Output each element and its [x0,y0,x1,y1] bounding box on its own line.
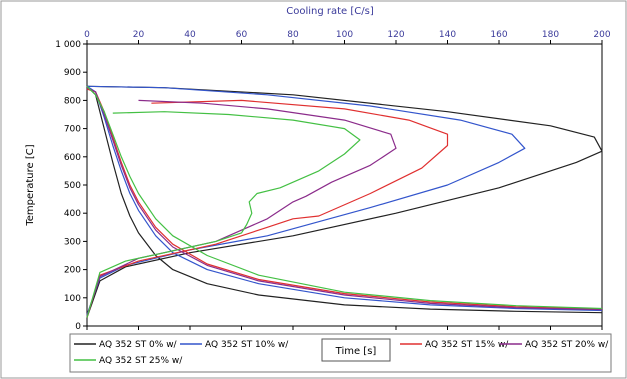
y-tick-label: 600 [64,153,81,163]
top-axis-ticks: 0 20 40 60 80 100 120 140 160 180 200 [84,30,611,44]
legend-label: AQ 352 ST 25% w/ [99,356,183,366]
y-tick-label: 400 [64,209,81,219]
y-tick-label: 0 [75,322,81,332]
y-tick-label: 200 [64,266,81,276]
legend: AQ 352 ST 0% w/AQ 352 ST 10% w/AQ 352 ST… [74,340,609,366]
series-line-rate-aq-352-st-15-w [86,99,449,318]
top-axis-title: Cooling rate [C/s] [286,6,374,17]
series-line-time-aq-352-st-25-w [86,85,603,310]
top-tick-label: 0 [84,30,90,40]
y-tick-label: 100 [64,294,81,304]
top-tick-label: 120 [387,30,404,40]
y-axis-ticks: 0 100 200 300 400 500 600 700 800 900 1 000 [55,40,87,332]
top-tick-label: 200 [593,30,610,40]
top-tick-label: 100 [336,30,353,40]
legend-label: AQ 352 ST 0% w/ [99,340,178,350]
series-line-rate-aq-352-st-0-w [86,85,603,318]
y-axis-title: Temperature [C] [25,144,36,226]
y-tick-label: 500 [64,181,81,191]
series-line-time-aq-352-st-20-w [86,87,603,311]
series-line-rate-aq-352-st-10-w [86,85,526,315]
series-line-time-aq-352-st-10-w [86,85,603,312]
top-tick-label: 80 [287,30,299,40]
series-lines [86,85,603,318]
legend-label: AQ 352 ST 20% w/ [525,340,609,350]
top-tick-label: 160 [490,30,507,40]
top-tick-label: 20 [133,30,145,40]
top-tick-label: 40 [184,30,196,40]
y-tick-label: 900 [64,68,81,78]
y-tick-label: 700 [64,125,81,135]
top-tick-label: 180 [542,30,559,40]
bottom-axis-title: Time [s] [335,346,377,357]
y-tick-label: 800 [64,96,81,106]
legend-label: AQ 352 ST 10% w/ [205,340,289,350]
top-tick-label: 60 [236,30,248,40]
series-line-rate-aq-352-st-25-w [86,111,361,318]
y-tick-label: 300 [64,237,81,247]
top-tick-label: 140 [439,30,456,40]
legend-label: AQ 352 ST 15% w/ [425,340,509,350]
y-tick-label: 1 000 [55,40,81,50]
bottom-axis-title-box [321,338,391,362]
series-line-time-aq-352-st-0-w [86,85,603,314]
